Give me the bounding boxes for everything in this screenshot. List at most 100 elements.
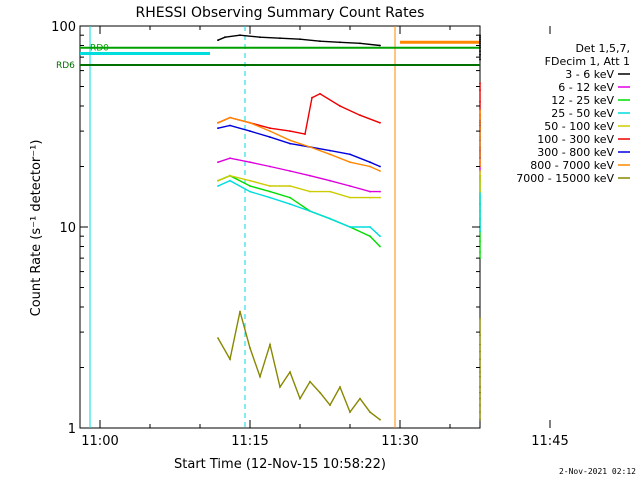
series-0	[217, 34, 481, 61]
series-0-point	[359, 42, 361, 45]
series-8-point	[299, 397, 301, 400]
series-3-point	[289, 203, 291, 206]
series-4-point	[269, 185, 271, 187]
flag-label-rd6: RD6	[56, 61, 75, 71]
series-2	[217, 174, 481, 259]
series-0-point	[479, 42, 481, 45]
legend-entry-6: 300 - 800 keV	[537, 146, 614, 159]
series-7-point	[479, 146, 481, 148]
legend-entry-5: 100 - 300 keV	[537, 133, 614, 146]
series-8-point	[359, 397, 361, 400]
series-8-point	[479, 334, 481, 336]
series-4	[217, 170, 481, 199]
series-5-point	[479, 82, 481, 84]
series-8-point	[249, 347, 251, 349]
x-tick-label: 11:30	[381, 434, 418, 449]
series-3-point	[349, 226, 351, 228]
series-0-point	[239, 34, 241, 37]
series-2-point	[479, 251, 481, 254]
series-8-point	[239, 310, 241, 313]
series-5-segment-0	[217, 93, 381, 135]
series-7-point	[479, 109, 481, 112]
series-8-point	[319, 391, 321, 394]
series-7-point	[379, 170, 381, 172]
series-8-point	[259, 375, 261, 378]
series-7-point	[349, 161, 351, 164]
series-7-point	[249, 121, 251, 124]
y-axis-label: Count Rate (s⁻¹ detector⁻¹)	[29, 140, 44, 317]
x-axis-label: Start Time (12-Nov-15 10:58:22)	[174, 457, 386, 472]
series-5-point	[311, 96, 313, 99]
series-0-segment-0	[217, 34, 381, 47]
series-2-point	[289, 196, 291, 199]
series-5	[217, 82, 481, 136]
series-7-point	[479, 127, 481, 130]
series-1-point	[349, 185, 351, 187]
series-6-point	[349, 153, 351, 156]
series-3-point	[329, 217, 331, 220]
y-tick-label: 10	[59, 221, 76, 236]
series-1-point	[329, 179, 331, 182]
series-4-point	[479, 185, 481, 187]
series-8-point	[309, 380, 311, 383]
axes-frame	[79, 25, 481, 429]
series-3-point	[379, 235, 381, 238]
series-5-point	[479, 100, 481, 103]
series-3-point	[217, 185, 219, 187]
series-7-point	[309, 146, 311, 148]
series-3-point	[479, 203, 481, 206]
series-0-point	[379, 44, 381, 47]
series-0-point	[479, 58, 481, 61]
series-8-point	[229, 358, 231, 361]
series-6-point	[217, 127, 219, 130]
series-0-point	[319, 40, 321, 43]
series-5-point	[304, 133, 306, 136]
series-2-point	[479, 240, 481, 243]
series-3-point	[479, 217, 481, 220]
series-0-point	[479, 50, 481, 52]
series-3-point	[269, 196, 271, 199]
flag-label-rd0: RD0	[90, 44, 109, 54]
series-4-point	[479, 190, 481, 193]
legend-entry-4: 50 - 100 keV	[544, 120, 614, 133]
series-4-point	[309, 190, 311, 193]
series-8-point	[369, 411, 371, 413]
series-5-point	[269, 127, 271, 130]
series-8-point	[479, 375, 481, 378]
series-8-point	[479, 371, 481, 373]
series-6-point	[249, 130, 251, 133]
series-4-point	[479, 174, 481, 177]
series-6-point	[269, 136, 271, 139]
series-7-point	[289, 139, 291, 142]
series-5-point	[319, 92, 321, 95]
series-3-point	[479, 210, 481, 213]
series-7-point	[329, 153, 331, 156]
series-5-point	[379, 121, 381, 124]
series-2-point	[249, 185, 251, 187]
series-7-segment-0	[217, 116, 381, 172]
series-2-point	[379, 245, 381, 248]
series-5-point	[289, 130, 291, 133]
series-0-point	[299, 38, 301, 41]
series-8-point	[269, 343, 271, 346]
series-0-point	[217, 39, 219, 42]
legend-entry-1: 6 - 12 keV	[558, 81, 614, 94]
series-7-point	[479, 116, 481, 119]
series-1-point	[269, 165, 271, 168]
series-4-segment-0	[217, 174, 380, 199]
series-8-point	[479, 386, 481, 388]
series-1-point	[379, 190, 381, 193]
series-0-point	[479, 38, 481, 41]
series-2-segment-0	[217, 174, 381, 247]
series-4-point	[379, 196, 381, 199]
series-0-point	[479, 53, 481, 56]
x-tick-label: 11:45	[531, 434, 568, 449]
series-7-point	[217, 121, 219, 124]
series-6-point	[229, 124, 231, 127]
series-7-point	[229, 116, 231, 119]
series-8-point	[279, 386, 281, 388]
series-5-point	[359, 114, 361, 117]
series-5-point	[339, 105, 341, 107]
